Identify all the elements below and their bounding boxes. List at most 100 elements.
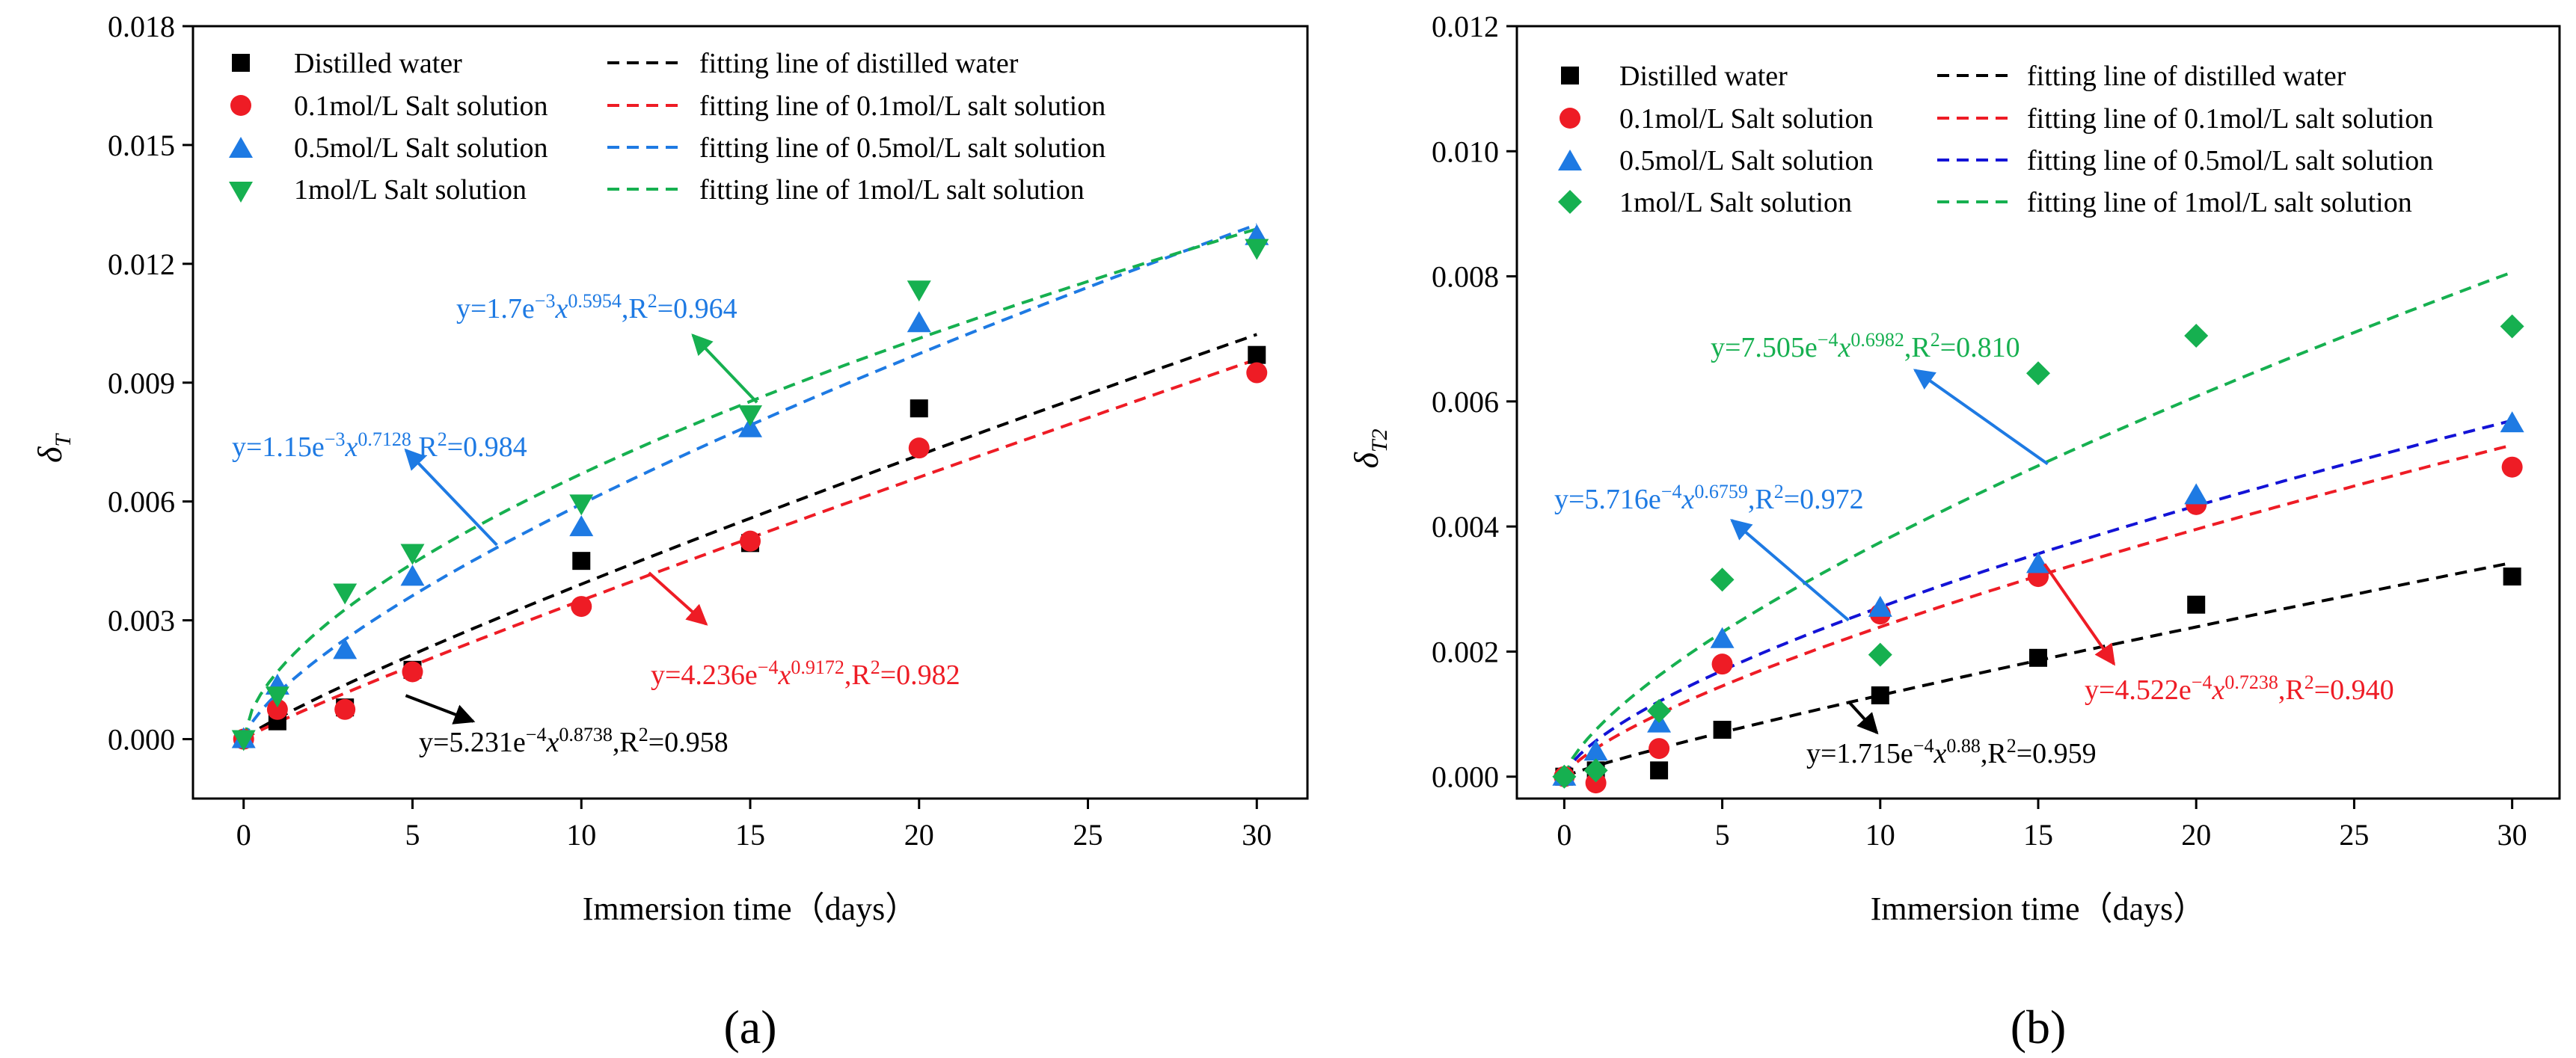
data-point-0-1mol	[740, 530, 761, 552]
y-tick-label: 0.002	[1432, 635, 1499, 668]
data-point-0-5mol	[333, 638, 358, 659]
data-point-0-5mol	[1710, 627, 1735, 648]
fit-line-distilled	[242, 333, 1257, 741]
data-point-1mol	[1710, 568, 1735, 592]
data-point-0-5mol	[2500, 411, 2524, 433]
annotation-arrow-0-5mol	[1730, 518, 1850, 622]
x-tick-label: 15	[735, 818, 765, 852]
data-point-0-1mol	[571, 596, 592, 618]
annotation-arrow-0-1mol	[2043, 563, 2116, 666]
legend-label-0-1mol: 0.1mol/L Salt solution	[294, 90, 548, 122]
chart-panel-b: 0 5 10 15 20 25 30 0.000 0.002 0.004 0.006 0.008 0.0…	[1347, 10, 2561, 1054]
equation-label-0-5mol: y=1.15e−3x0.7128,R2=0.984	[232, 428, 527, 463]
y-tick-label: 0.010	[1432, 135, 1499, 168]
legend-marker-distilled	[232, 54, 250, 72]
data-point-distilled	[1871, 686, 1889, 704]
legend-label-1mol: 1mol/L Salt solution	[1619, 187, 1852, 218]
legend-fit-label-distilled: fitting line of distilled water	[699, 48, 1019, 79]
legend-label-distilled: Distilled water	[1619, 61, 1788, 92]
data-point-1mol	[738, 405, 762, 427]
data-point-1mol	[265, 686, 289, 708]
x-tick-label: 25	[2339, 818, 2369, 852]
y-tick-label: 0.018	[108, 10, 175, 43]
data-point-distilled	[1248, 345, 1266, 364]
equation-label-0-5mol: y=5.716e−4x0.6759,R2=0.972	[1554, 481, 1864, 515]
data-point-distilled	[910, 399, 928, 418]
legend-marker-1mol	[229, 182, 253, 203]
data-point-0-1mol	[402, 661, 423, 683]
data-point-0-5mol	[2026, 552, 2050, 573]
data-point-1mol	[1552, 764, 1577, 789]
y-tick-label: 0.012	[108, 247, 175, 281]
annotation-arrow-1mol	[1913, 369, 2049, 466]
equation-label-0-1mol: y=4.522e−4x0.7238,R2=0.940	[2085, 671, 2394, 706]
x-tick-label: 15	[2023, 818, 2053, 852]
y-tick-label: 0.000	[1432, 760, 1499, 794]
data-point-0-5mol	[569, 515, 594, 537]
data-point-distilled	[572, 552, 591, 570]
data-point-distilled	[2029, 648, 2047, 667]
legend-fit-label-0-5mol: fitting line of 0.5mol/L salt solution	[2027, 145, 2433, 176]
data-point-1mol	[907, 280, 931, 302]
data-point-1mol	[1647, 698, 1672, 723]
equation-label-1mol: y=1.7e−3x0.5954,R2=0.964	[456, 290, 737, 325]
y-axis-title: δT2	[1347, 428, 1392, 468]
data-points	[1552, 314, 2524, 794]
x-axis-title: Immersion time（days）	[583, 891, 919, 927]
data-point-1mol	[2026, 361, 2050, 386]
x-tick-label: 10	[1865, 818, 1895, 852]
data-point-0-1mol	[2501, 456, 2523, 478]
x-tick-label: 5	[1715, 818, 1730, 852]
legend-label-1mol: 1mol/L Salt solution	[294, 174, 527, 206]
y-tick-label: 0.003	[108, 604, 175, 638]
data-point-distilled	[2503, 568, 2521, 586]
legend-label-distilled: Distilled water	[294, 48, 462, 79]
x-tick-label: 20	[2181, 818, 2211, 852]
x-tick-label: 0	[236, 818, 251, 852]
legend-marker-0-5mol	[229, 137, 253, 158]
data-point-0-1mol	[334, 698, 356, 720]
legend-fit-label-0-5mol: fitting line of 0.5mol/L salt solution	[699, 132, 1105, 164]
data-point-1mol	[2500, 314, 2524, 339]
data-point-0-5mol	[1868, 595, 1892, 617]
data-point-0-1mol	[908, 437, 930, 459]
data-point-distilled	[1650, 761, 1669, 780]
y-tick-label: 0.008	[1432, 260, 1499, 294]
legend-marker-0-5mol	[1558, 150, 1582, 170]
legend-fit-label-distilled: fitting line of distilled water	[2027, 61, 2346, 92]
data-point-distilled	[2187, 595, 2206, 614]
legend-label-0-5mol: 0.5mol/L Salt solution	[294, 132, 548, 164]
x-tick-label: 30	[2497, 818, 2527, 852]
legend-fit-label-1mol: fitting line of 1mol/L salt solution	[2027, 187, 2412, 218]
data-point-0-5mol	[907, 311, 931, 333]
data-point-1mol	[1868, 642, 1892, 667]
x-tick-label: 25	[1073, 818, 1103, 852]
axis-ticks: 0 5 10 15 20 25 30 0.000 0.002 0.004 0.006 0.008 0.0…	[1432, 10, 2527, 852]
y-tick-label: 0.009	[108, 366, 175, 400]
legend: Distilled water 0.1mol/L Salt solution 0…	[1558, 61, 2433, 218]
fit-line-0-5mol	[1563, 419, 2513, 778]
data-point-distilled	[1713, 720, 1732, 739]
data-point-0-5mol	[1583, 739, 1608, 761]
y-axis-title: δT	[31, 433, 76, 463]
equation-label-0-1mol: y=4.236e−4x0.9172,R2=0.982	[651, 656, 960, 691]
y-tick-label: 0.004	[1432, 510, 1499, 544]
data-point-1mol	[1245, 239, 1269, 260]
annotation-arrow-0-5mol	[404, 448, 498, 547]
data-point-0-1mol	[1649, 738, 1670, 760]
data-point-1mol	[231, 730, 256, 751]
legend-marker-distilled	[1561, 67, 1579, 84]
y-tick-label: 0.006	[108, 485, 175, 519]
data-point-0-1mol	[266, 698, 288, 720]
legend: Distilled water 0.1mol/L Salt solution 0…	[229, 48, 1105, 206]
annotation-arrow-distilled	[405, 694, 476, 725]
panel-label-a: (a)	[723, 1000, 776, 1054]
data-point-1mol	[1583, 758, 1608, 783]
plot-frame	[1515, 25, 2561, 800]
annotation-arrows	[404, 333, 758, 725]
legend-marker-1mol	[1558, 190, 1582, 214]
y-tick-label: 0.000	[108, 723, 175, 757]
x-tick-label: 10	[566, 818, 596, 852]
y-tick-label: 0.006	[1432, 385, 1499, 419]
